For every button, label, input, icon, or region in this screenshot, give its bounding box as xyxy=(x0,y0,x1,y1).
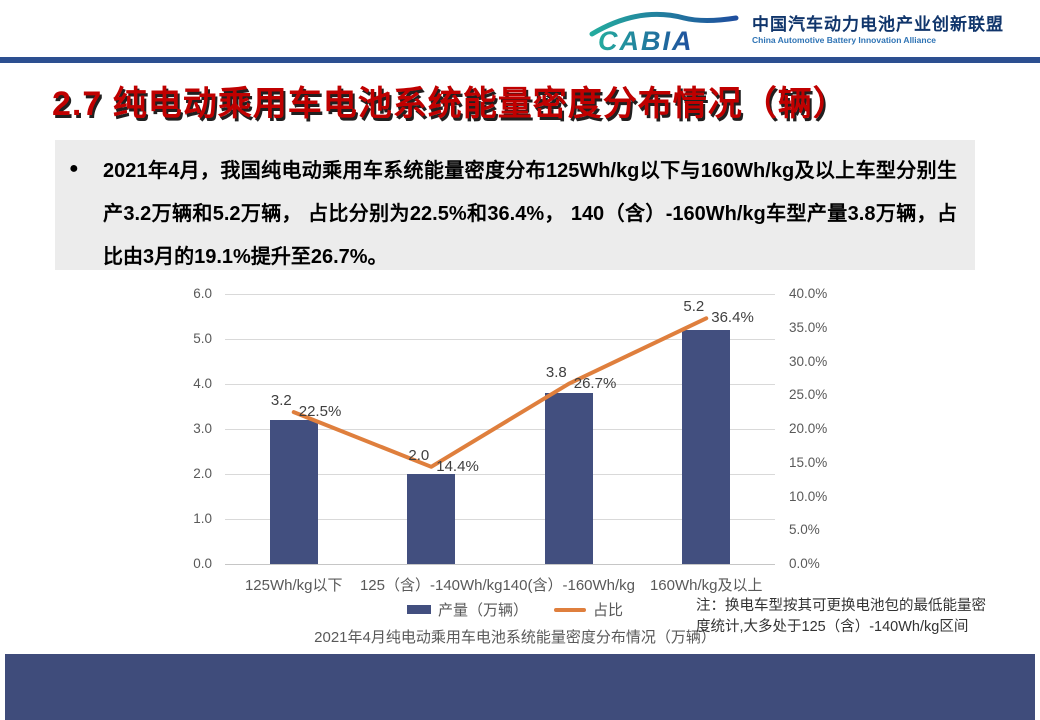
bar-2 xyxy=(407,474,456,564)
legend-line-swatch xyxy=(554,607,586,612)
y-axis-right-tick: 30.0% xyxy=(789,353,828,369)
line-value-label: 26.7% xyxy=(573,374,617,392)
energy-density-chart: 6.0 5.0 4.0 3.0 2.0 1.0 0.0 40.0% 35.0% 30.0% 25.0… xyxy=(170,284,870,599)
x-axis-label: 140(含）-160Wh/kg xyxy=(502,577,636,594)
gridline xyxy=(225,339,775,340)
footer-bar xyxy=(5,654,1035,720)
org-name-en: China Automotive Battery Innovation Alli… xyxy=(752,35,937,46)
y-axis-right-tick: 15.0% xyxy=(789,454,828,470)
bar-3 xyxy=(544,393,593,564)
legend-bar-label: 产量（万辆） xyxy=(437,602,528,619)
legend-line-label: 占比 xyxy=(593,602,624,619)
y-axis-right-tick: 20.0% xyxy=(789,421,828,436)
y-axis-right-tick: 35.0% xyxy=(789,319,828,335)
x-axis-label: 160Wh/kg及以上 xyxy=(649,577,763,594)
org-name-cn: 中国汽车动力电池产业创新联盟 xyxy=(752,15,1004,35)
line-value-label: 36.4% xyxy=(711,309,754,327)
legend-item-share: 占比 xyxy=(554,599,623,620)
y-axis-left-tick: 1.0 xyxy=(193,511,212,526)
header-logo: CABIA 中国汽车动力电池产业创新联盟 China Automotive Ba… xyxy=(584,4,1004,56)
line-value-label: 14.4% xyxy=(436,457,479,475)
cabia-logo-icon: CABIA xyxy=(589,11,739,56)
y-axis-right-tick: 5.0% xyxy=(789,522,820,538)
chart-caption: 2021年4月纯电动乘用车电池系统能量密度分布情况（万辆） xyxy=(314,629,716,646)
bar-value-label: 3.2 xyxy=(270,392,292,410)
bar-4 xyxy=(682,330,731,564)
gridline xyxy=(225,429,775,430)
summary-text: 2021年4月，我国纯电动乘用车系统能量密度分布125Wh/kg以下与160Wh… xyxy=(103,160,957,268)
footnote: 注：换电车型按其可更换电池包的最低能量密度统计,大多处于125（含）-140Wh… xyxy=(696,598,986,636)
y-axis-left-tick: 5.0 xyxy=(193,331,212,346)
y-axis-right-tick: 25.0% xyxy=(789,387,828,403)
x-axis-label: 125Wh/kg以下 xyxy=(244,577,343,594)
org-names: 中国汽车动力电池产业创新联盟 China Automotive Battery … xyxy=(752,14,1004,46)
summary-band: ● 2021年4月，我国纯电动乘用车系统能量密度分布125Wh/kg以下与160… xyxy=(55,140,975,270)
legend-bar-swatch xyxy=(406,605,431,614)
bullet-icon: ● xyxy=(69,160,79,177)
gridline xyxy=(225,564,775,565)
gridline xyxy=(225,474,775,475)
y-axis-left-tick: 4.0 xyxy=(193,376,212,391)
bar-value-label: 3.8 xyxy=(545,363,567,381)
share-line xyxy=(291,316,709,469)
y-axis-right-tick: 40.0% xyxy=(789,286,828,301)
header-divider xyxy=(0,57,1040,63)
bar-value-label: 2.0 xyxy=(408,446,430,464)
line-value-label: 22.5% xyxy=(298,403,342,421)
y-axis-right-tick: 0.0% xyxy=(789,556,820,571)
y-axis-left-tick: 2.0 xyxy=(193,466,212,481)
x-axis-label: 125（含）-140Wh/kg xyxy=(359,577,503,594)
y-axis-left-tick: 0.0 xyxy=(193,556,212,571)
y-axis-left-tick: 6.0 xyxy=(193,286,212,301)
gridline xyxy=(225,294,775,295)
gridline xyxy=(225,384,775,385)
page-title: 2.7 纯电动乘用车电池系统能量密度分布情况（辆） xyxy=(52,85,848,123)
legend-item-production: 产量（万辆） xyxy=(406,599,528,620)
chart-legend: 产量（万辆） 占比 xyxy=(170,599,860,620)
y-axis-right-tick: 10.0% xyxy=(789,488,828,504)
bar-1 xyxy=(269,420,318,564)
gridline xyxy=(225,519,775,520)
svg-text:CABIA: CABIA xyxy=(598,26,694,56)
bar-value-label: 5.2 xyxy=(683,298,705,316)
y-axis-left-tick: 3.0 xyxy=(193,421,212,436)
